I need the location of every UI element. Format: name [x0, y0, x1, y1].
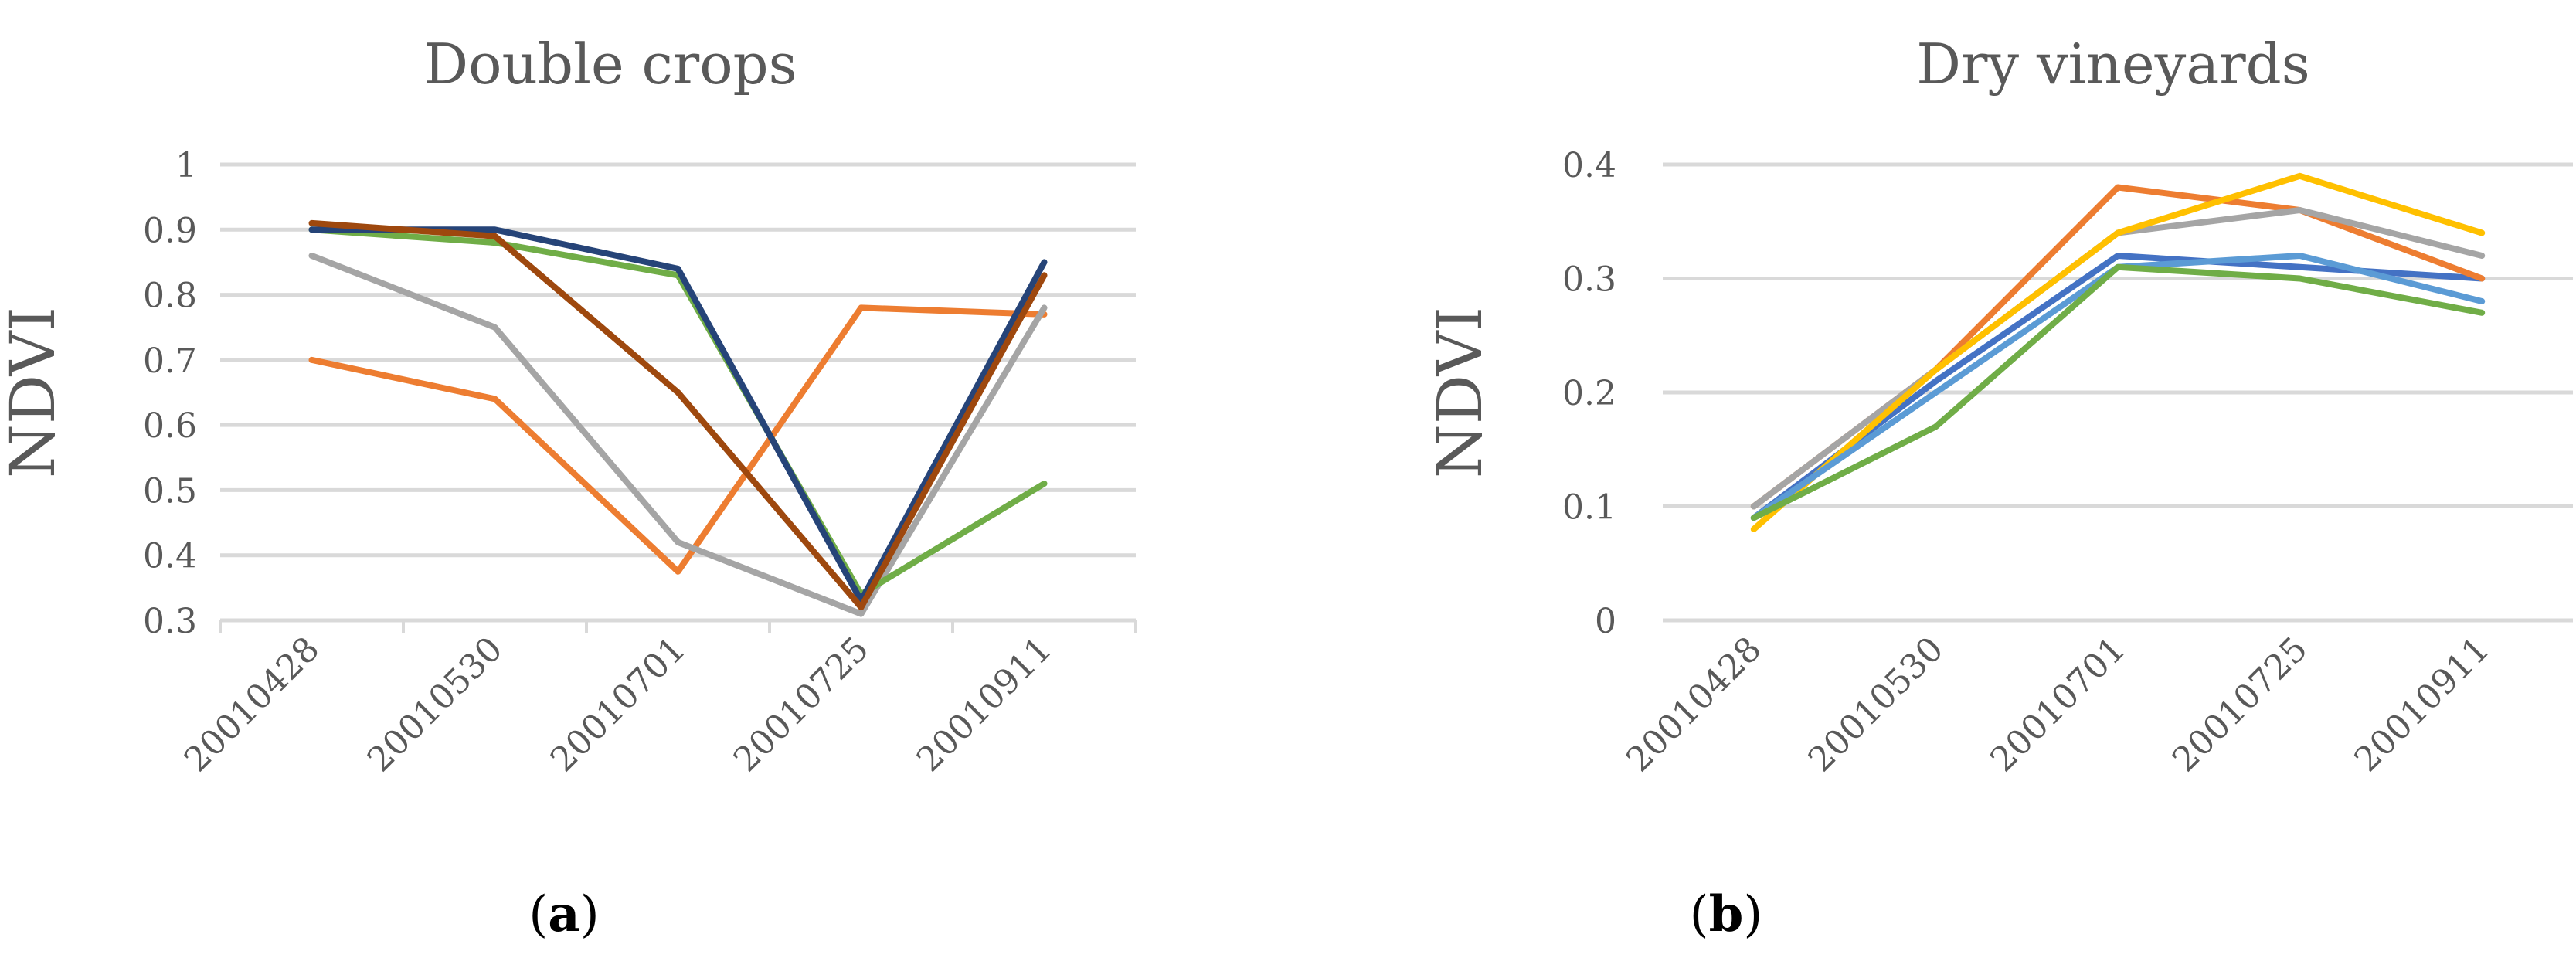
series-line — [308, 219, 1048, 611]
series-line — [308, 304, 1048, 575]
x-tick-label: 20010911 — [2347, 630, 2497, 779]
series-line — [308, 253, 1048, 617]
panel-letter: b — [1709, 885, 1744, 943]
x-tick-label: 20010530 — [1801, 630, 1951, 779]
y-tick-label: 0.3 — [1562, 260, 1616, 300]
y-tick-label: 0.7 — [143, 341, 197, 381]
y-tick-label: 0.8 — [143, 277, 197, 316]
panel-label: (a) — [528, 885, 599, 943]
x-tick-label: 20010725 — [726, 630, 876, 779]
x-tick-label: 20010428 — [177, 630, 327, 779]
x-tick-label: 20010725 — [2165, 630, 2315, 779]
series-line — [1750, 263, 2486, 521]
y-axis-label: NDVI — [1424, 307, 1496, 478]
chart-title: Dry vineyards — [1916, 32, 2309, 97]
chart-title: Double crops — [423, 32, 797, 97]
x-tick-label: 20010701 — [1983, 630, 2133, 779]
panel-label: (b) — [1690, 885, 1763, 943]
y-tick-label: 0.1 — [1562, 488, 1616, 528]
panel-letter: a — [548, 885, 579, 943]
y-tick-label: 1 — [175, 146, 197, 185]
x-tick-label: 20010911 — [909, 630, 1059, 779]
y-tick-label: 0 — [1595, 602, 1616, 641]
chart-panel-b: 0 0.1 0.2 0.3 0.4 20010428 20010530 20010701 200… — [1288, 0, 2576, 968]
y-tick-label: 0.3 — [143, 602, 197, 641]
y-tick-label: 0.4 — [1562, 146, 1616, 185]
series-line — [1750, 172, 2486, 532]
x-tick-label: 20010701 — [543, 630, 693, 779]
series-line — [308, 226, 1048, 598]
chart-panel-a: 0.3 0.4 0.5 0.6 0.7 0.8 0.9 1 20010428 20010530 20… — [0, 32, 1137, 943]
y-axis-label: NDVI — [0, 307, 69, 478]
y-tick-label: 0.2 — [1562, 374, 1616, 413]
y-tick-label: 0.5 — [143, 471, 197, 511]
x-tick-label: 20010530 — [360, 630, 510, 779]
x-tick-label: 20010428 — [1619, 630, 1769, 779]
y-tick-label: 0.4 — [143, 537, 197, 576]
y-tick-label: 0.9 — [143, 211, 197, 250]
y-tick-label: 0.6 — [143, 406, 197, 446]
